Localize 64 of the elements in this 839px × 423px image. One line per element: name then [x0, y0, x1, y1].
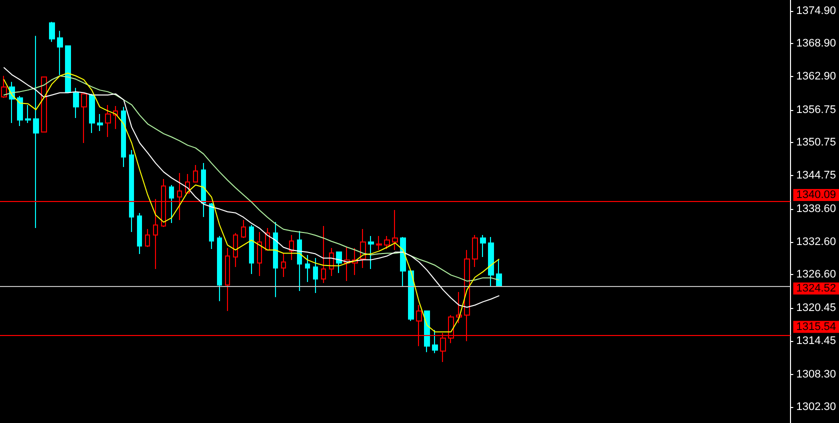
candlestick: [57, 30, 63, 76]
candlestick: [432, 330, 438, 354]
candlestick: [392, 210, 398, 251]
y-tick-label: 1344.75: [796, 169, 836, 182]
candlestick: [169, 184, 174, 224]
candlestick: [105, 104, 111, 138]
candlestick: [25, 104, 31, 124]
candlestick: [241, 220, 246, 239]
y-tick-label: 1356.75: [796, 104, 836, 116]
candlestick: [456, 292, 462, 324]
candlestick: [17, 95, 23, 126]
candlestick: [81, 93, 87, 144]
candlestick: [480, 234, 486, 258]
candlestick: [49, 21, 55, 42]
candlestick: [424, 310, 430, 353]
candlestick: [313, 258, 318, 294]
candlestick: [41, 76, 47, 132]
candlestick: [273, 221, 278, 298]
y-tick-label: 1314.45: [796, 334, 836, 347]
candlestick: [129, 149, 134, 233]
candlestick: [33, 35, 39, 229]
ref-line-label: 1340.09: [796, 189, 836, 202]
y-tick-label: 1320.45: [796, 302, 836, 314]
y-tick-label: 1350.75: [796, 136, 836, 149]
candlestick: [408, 270, 414, 322]
y-tick-label: 1368.90: [796, 38, 836, 50]
candlestick: [289, 234, 294, 261]
candlestick: [376, 236, 382, 251]
candlestick: [297, 230, 302, 292]
y-tick-label: 1338.60: [796, 203, 836, 216]
candlestick: [121, 106, 126, 168]
y-tick-label: 1332.60: [796, 236, 836, 248]
candlestick: [193, 164, 198, 182]
candlestick: [225, 248, 230, 312]
y-tick-label: 1374.90: [796, 4, 836, 17]
candlestick: [97, 113, 103, 132]
candlestick: [145, 228, 150, 248]
candlestick: [368, 236, 374, 270]
ref-line-label: 1324.52: [796, 282, 836, 295]
candlestick: [73, 87, 79, 118]
candlestick: [201, 162, 206, 218]
candlestick: [384, 236, 390, 250]
y-tick-label: 1362.90: [796, 70, 836, 82]
candlestick: [281, 252, 286, 278]
ref-line-label: 1315.54: [796, 320, 836, 333]
candlestick: [65, 45, 71, 92]
candlestick: [336, 252, 342, 274]
candlestick: [89, 93, 95, 134]
candlestick: [1, 75, 7, 98]
candlestick: [472, 234, 478, 268]
candlestick: [137, 212, 142, 255]
y-tick-label: 1308.30: [796, 368, 836, 380]
candlestick: [400, 236, 406, 288]
y-tick-label: 1302.30: [796, 401, 836, 414]
candlestick: [496, 258, 502, 288]
candlestick: [488, 236, 494, 288]
candlestick: [249, 224, 254, 275]
candlestick: [321, 226, 326, 284]
candlestick: [257, 232, 262, 277]
candlestick: [217, 236, 222, 302]
candlestick: [209, 202, 214, 250]
candlestick: [305, 254, 310, 283]
candlestick: [233, 232, 238, 268]
y-tick-label: 1326.60: [796, 268, 836, 281]
